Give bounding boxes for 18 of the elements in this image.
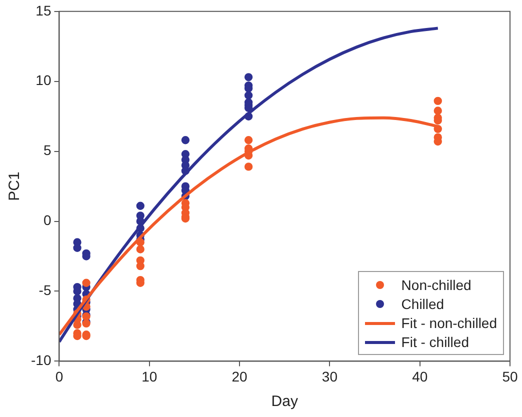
legend-label: Non-chilled	[401, 276, 472, 293]
y-tick-label: -10	[31, 352, 52, 368]
legend-label: Fit - non-chilled	[401, 314, 497, 331]
y-tick-label: 10	[36, 72, 52, 88]
y-tick-label: 15	[36, 2, 52, 18]
y-tick-label: -5	[38, 282, 52, 298]
x-tick-label: 0	[55, 368, 64, 384]
legend-label: Fit - chilled	[401, 334, 469, 350]
y-axis-title: PC1	[6, 172, 24, 201]
x-axis-title: Day	[271, 393, 298, 410]
x-tick-label: 10	[142, 368, 158, 384]
x-tick-label: 50	[502, 368, 518, 384]
legend-label: Chilled	[401, 296, 444, 312]
y-tick-label: 5	[43, 142, 52, 158]
x-tick-label: 20	[232, 368, 248, 384]
x-tick-label: 40	[412, 368, 428, 384]
x-tick-label: 30	[322, 368, 338, 384]
y-tick-label: 0	[43, 212, 52, 228]
